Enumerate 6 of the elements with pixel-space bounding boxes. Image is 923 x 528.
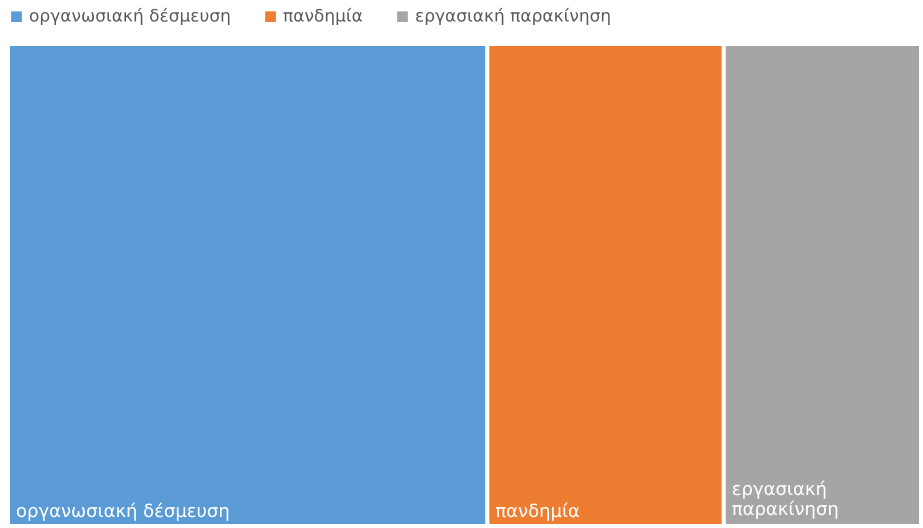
- text: οργανωσιακή δέσμευση: [16, 501, 230, 522]
- text: εργασιακή παρακίνηση: [732, 479, 839, 520]
- legend-label: εργασιακή παρακίνηση: [415, 6, 612, 27]
- text: πανδημία: [495, 501, 580, 522]
- legend-label: οργανωσιακή δέσμευση: [29, 6, 231, 27]
- legend-label: πανδημία: [283, 6, 363, 27]
